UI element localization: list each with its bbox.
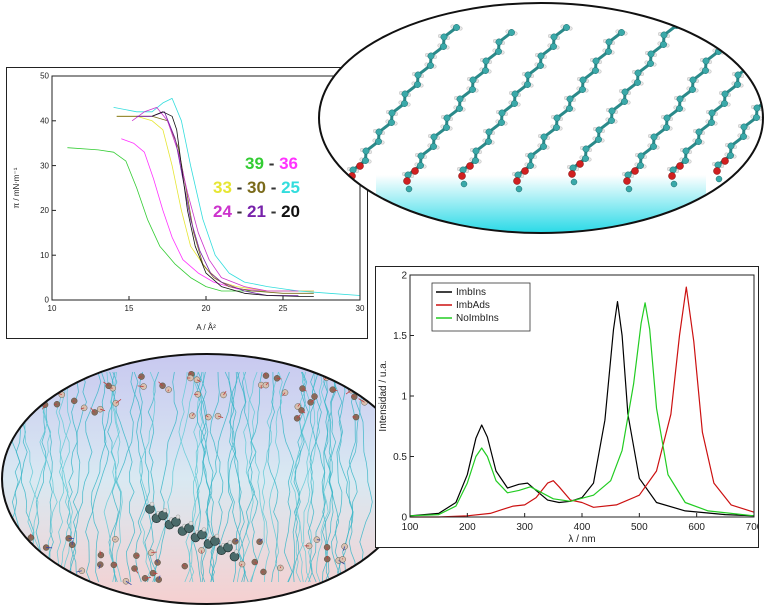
isotherm-x-tick-label: 20 — [202, 304, 211, 313]
isotherm-legend: 39 - 36 33 - 30 - 25 24 - 21 - 20 — [213, 154, 300, 221]
spectrum-series-ImbAds — [410, 286, 755, 518]
spectrum-legend-label: ImbAds — [456, 300, 490, 311]
isotherm-legend-item: 33 — [213, 178, 232, 197]
isotherm-y-tick-label: 10 — [40, 251, 49, 260]
spectrum-x-tick-label: 600 — [688, 522, 705, 533]
isotherm-legend-item: - — [232, 202, 247, 221]
isotherm-legend-item: - — [232, 178, 247, 197]
isotherm-x-tick-label: 30 — [356, 304, 365, 313]
membrane-simulation-image — [0, 352, 414, 606]
isotherm-legend-item: 25 — [281, 178, 300, 197]
isotherm-series-39 — [67, 147, 314, 292]
isotherm-series-25 — [113, 98, 361, 296]
isotherm-legend-row: 24 - 21 - 20 — [213, 202, 300, 221]
isotherm-legend-item: 30 — [247, 178, 266, 197]
spectrum-y-tick-label: 0.5 — [393, 452, 407, 463]
isotherm-y-axis-label: π / mN⋅m⁻¹ — [12, 167, 21, 208]
spectrum-x-axis-label: λ / nm — [568, 534, 595, 545]
spectrum-series-NoImbIns — [409, 302, 755, 517]
isotherm-legend-row: 39 - 36 — [245, 154, 298, 173]
spectrum-y-tick-label: 2 — [401, 270, 407, 281]
isotherm-y-tick-label: 20 — [40, 206, 49, 215]
isotherm-series-24 — [131, 107, 299, 292]
spectrum-y-axis-label: Intensidad / u.a. — [378, 360, 389, 431]
isotherm-legend-item: 39 — [245, 154, 264, 173]
spectrum-series-ImbIns — [409, 301, 755, 517]
isotherm-y-tick-label: 0 — [45, 296, 50, 305]
isotherm-x-tick-label: 15 — [125, 304, 134, 313]
isotherm-legend-item: 24 — [213, 202, 232, 221]
isotherm-legend-item: 20 — [281, 202, 300, 221]
isotherm-x-tick-label: 10 — [48, 304, 57, 313]
isotherm-series-20 — [151, 111, 314, 297]
spectrum-legend-box — [431, 282, 531, 332]
isotherm-legend-item: 36 — [279, 154, 298, 173]
spectrum-legend-label: ImbIns — [456, 287, 486, 298]
isotherm-chart: 10 15 20 25 30 0 10 20 30 40 50 π / mN⋅m⁻¹ A / Å² … — [6, 67, 368, 339]
isotherm-series-21 — [136, 111, 299, 296]
spectrum-x-tick-label: 500 — [631, 522, 648, 533]
isotherm-y-tick-label: 40 — [40, 116, 49, 125]
spectrum-x-tick-label: 100 — [402, 522, 419, 533]
spectrum-x-tick-label: 700 — [746, 522, 758, 533]
isotherm-legend-row: 33 - 30 - 25 — [213, 178, 300, 197]
isotherm-legend-item: 21 — [247, 202, 266, 221]
monolayer-molecules-image — [316, 0, 766, 236]
spectrum-y-tick-label: 0 — [401, 512, 407, 523]
isotherm-legend-item: - — [266, 178, 281, 197]
spectrum-x-tick-label: 400 — [574, 522, 591, 533]
isotherm-legend-item: - — [264, 154, 279, 173]
isotherm-y-tick-label: 50 — [40, 72, 49, 81]
spectrum-svg: 100 200 300 400 500 600 700 0 0.5 1 1.5 2 Intensida… — [378, 270, 758, 545]
isotherm-x-tick-label: 25 — [279, 304, 288, 313]
spectrum-x-tick-label: 200 — [459, 522, 476, 533]
spectrum-legend: ImbIns ImbAds NoImbIns — [431, 282, 531, 332]
isotherm-y-tick-label: 30 — [40, 161, 49, 170]
absorption-spectrum-chart: 100 200 300 400 500 600 700 0 0.5 1 1.5 2 Intensida… — [375, 266, 759, 548]
isotherm-plot-frame — [51, 75, 361, 301]
isotherm-legend-item: - — [266, 202, 281, 221]
spectrum-legend-label: NoImbIns — [456, 313, 499, 324]
isotherm-x-axis-label: A / Å² — [196, 323, 216, 332]
spectrum-y-tick-label: 1 — [401, 391, 407, 402]
spectrum-x-tick-label: 300 — [516, 522, 533, 533]
spectrum-y-tick-label: 1.5 — [393, 331, 407, 342]
